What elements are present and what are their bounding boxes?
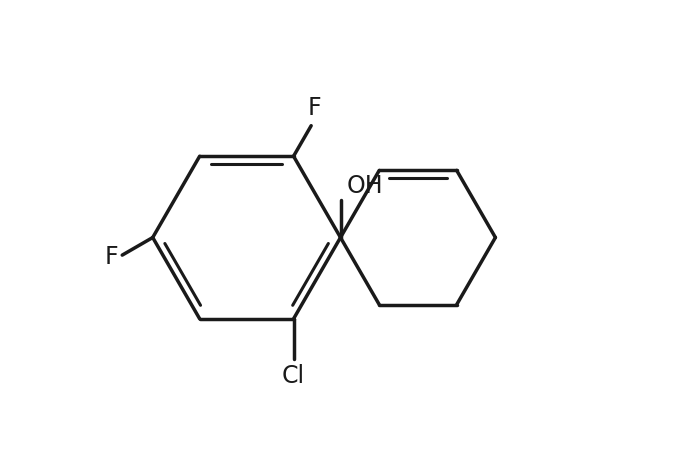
Text: F: F	[308, 96, 321, 120]
Text: Cl: Cl	[282, 364, 305, 389]
Text: F: F	[105, 246, 118, 269]
Text: OH: OH	[346, 173, 383, 198]
